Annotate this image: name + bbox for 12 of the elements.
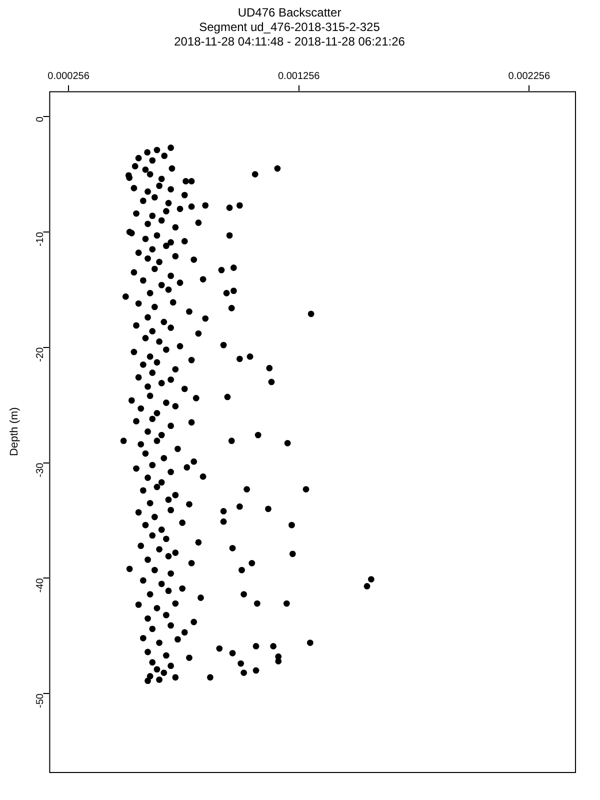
y-tick-label: -10 — [34, 232, 46, 246]
y-tick-label: 0 — [34, 116, 46, 122]
chart-subtitle: Segment ud_476-2018-315-2-325 2018-11-28 04:11:48 - 2018-11-28 06:21:26 — [174, 20, 406, 48]
y-tick-label: -50 — [34, 693, 46, 708]
y-tick-label: -30 — [34, 462, 46, 478]
y-tick-label: -40 — [34, 578, 46, 593]
x-tick-label: 0.001256 — [278, 70, 320, 82]
y-tick-label: -20 — [34, 346, 46, 362]
y-axis-title: Depth (m) — [8, 407, 21, 456]
chart-title: UD476 Backscatter — [238, 6, 342, 20]
x-tick-label: 0.000256 — [48, 70, 90, 82]
x-tick-label: 0.002256 — [508, 70, 550, 82]
